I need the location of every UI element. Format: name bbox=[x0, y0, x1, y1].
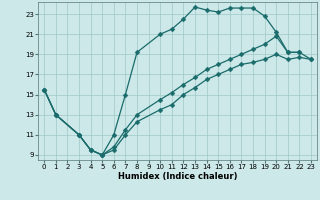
X-axis label: Humidex (Indice chaleur): Humidex (Indice chaleur) bbox=[118, 172, 237, 181]
